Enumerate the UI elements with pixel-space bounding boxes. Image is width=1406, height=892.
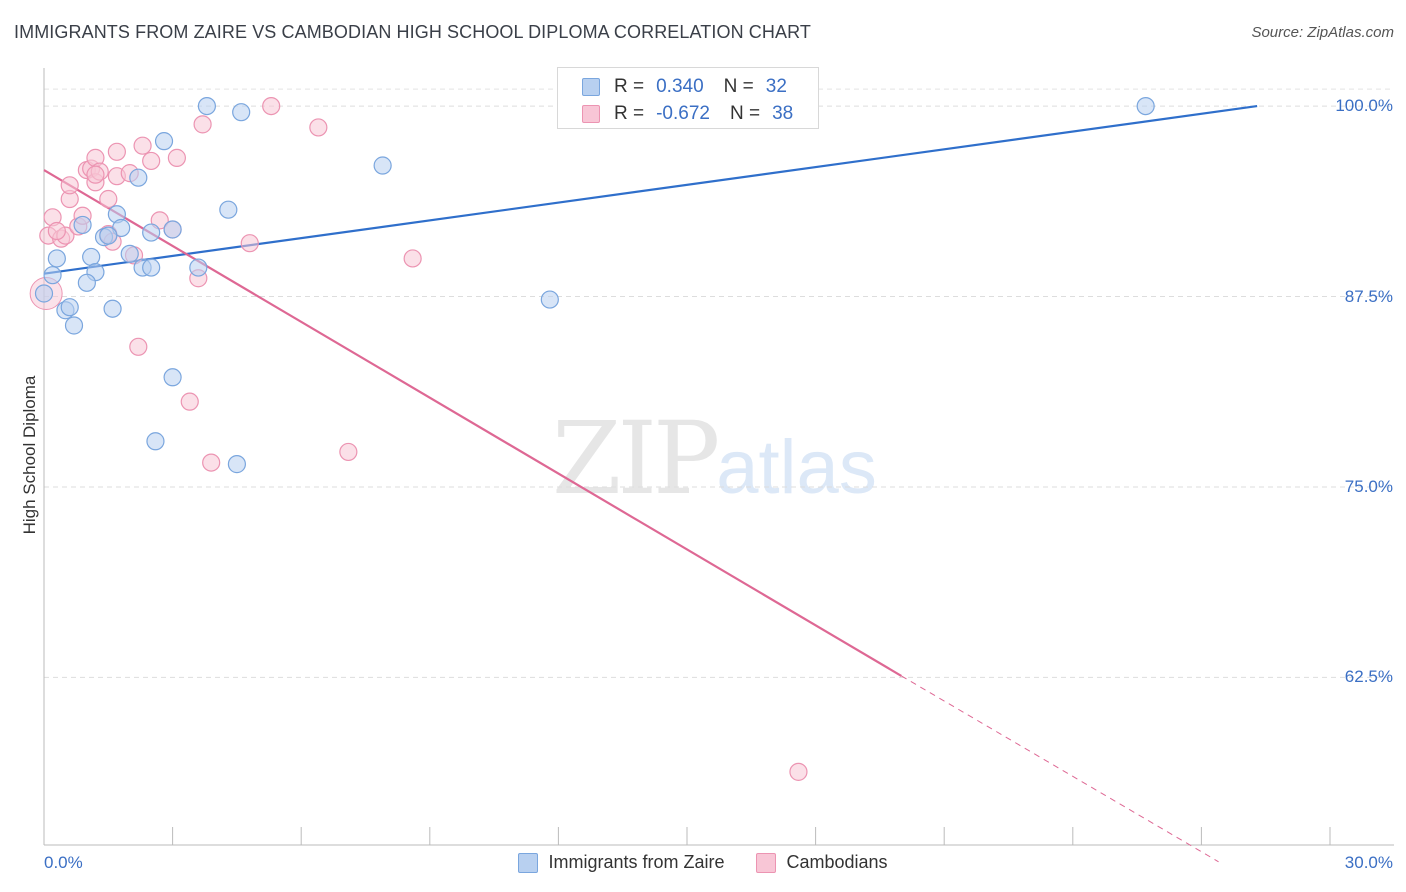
- trend-line-cambodians: [43, 169, 902, 677]
- y-tick-label: 62.5%: [1344, 667, 1393, 687]
- point-zaire: [163, 368, 182, 387]
- point-zaire: [373, 156, 392, 175]
- watermark: ZIPatlas: [552, 400, 877, 517]
- point-zaire: [146, 432, 165, 451]
- point-zaire: [197, 96, 216, 116]
- point-cambodians: [142, 151, 161, 171]
- r-label: R =: [614, 76, 645, 97]
- point-zaire: [142, 223, 161, 242]
- y-tick-label: 75.0%: [1344, 476, 1393, 496]
- point-cambodians: [133, 136, 152, 155]
- point-zaire: [64, 316, 84, 335]
- legend-row-cambodians: R = -0.672 N = 38: [582, 102, 793, 126]
- chart-title: IMMIGRANTS FROM ZAIRE VS CAMBODIAN HIGH …: [14, 22, 811, 42]
- watermark-zip: ZIP: [552, 400, 720, 517]
- r-value: 0.340: [656, 76, 704, 97]
- r-label: R =: [614, 103, 645, 124]
- point-zaire: [99, 226, 118, 245]
- point-zaire: [129, 168, 148, 187]
- grid-lines: [44, 88, 1394, 678]
- point-zaire: [120, 244, 139, 263]
- point-zaire: [82, 247, 101, 267]
- point-zaire: [219, 200, 238, 219]
- point-cambodians: [107, 142, 126, 161]
- point-zaire: [103, 299, 122, 318]
- n-value: 38: [772, 103, 794, 124]
- point-zaire: [60, 298, 79, 317]
- point-cambodians: [339, 442, 358, 462]
- trend-line-zaire: [43, 104, 1258, 275]
- point-zaire: [227, 455, 246, 474]
- point-zaire: [540, 290, 559, 309]
- legend-item-zaire[interactable]: Immigrants from Zaire: [518, 852, 724, 873]
- point-zaire: [142, 258, 161, 277]
- correlation-legend: R = 0.340 N = 32 R = -0.672 N = 38: [557, 67, 819, 129]
- axes: [43, 68, 1394, 846]
- point-zaire: [34, 284, 54, 303]
- x-tick-label-min: 0.0%: [44, 853, 83, 872]
- point-zaire: [189, 258, 208, 277]
- point-cambodians: [129, 337, 148, 356]
- point-zaire: [47, 249, 66, 268]
- legend-row-zaire: R = 0.340 N = 32: [582, 75, 787, 99]
- point-cambodians: [60, 176, 79, 195]
- point-cambodians: [789, 762, 808, 781]
- source-credit: Source: ZipAtlas.com: [1251, 24, 1394, 41]
- point-cambodians: [202, 453, 221, 472]
- point-cambodians: [99, 189, 118, 209]
- point-cambodians: [86, 165, 105, 184]
- point-cambodians: [262, 96, 281, 116]
- n-label: N =: [723, 76, 754, 97]
- legend-label: Immigrants from Zaire: [548, 852, 725, 872]
- point-cambodians: [167, 148, 186, 167]
- y-tick-label: 100.0%: [1335, 96, 1393, 116]
- trend-lines: [43, 104, 1258, 863]
- trend-line-cambodians-extrapolated: [901, 675, 1219, 863]
- point-cambodians: [47, 221, 66, 241]
- point-zaire: [1136, 96, 1155, 116]
- r-value: -0.672: [656, 103, 710, 124]
- point-zaire: [154, 132, 174, 151]
- zaire-swatch: [582, 78, 600, 96]
- point-cambodians: [180, 392, 199, 411]
- legend-label: Cambodians: [786, 852, 888, 872]
- cambodian-swatch: [756, 852, 777, 873]
- point-zaire: [163, 220, 182, 239]
- x-tick-label-max: 30.0%: [1344, 853, 1393, 872]
- y-axis-label: High School Diploma: [20, 375, 39, 535]
- point-zaire: [77, 273, 96, 292]
- n-value: 32: [765, 76, 787, 97]
- point-cambodians: [193, 115, 212, 134]
- point-zaire: [73, 215, 92, 235]
- watermark-atlas: atlas: [716, 425, 877, 510]
- cambodian-swatch: [582, 105, 600, 123]
- data-points: [29, 96, 1155, 781]
- legend-item-cambodians[interactable]: Cambodians: [756, 852, 888, 873]
- zaire-swatch: [518, 852, 539, 873]
- point-zaire: [43, 266, 62, 285]
- point-cambodians: [240, 234, 259, 253]
- point-cambodians: [309, 118, 328, 137]
- n-label: N =: [729, 103, 761, 124]
- series-legend: Immigrants from Zaire Cambodians: [0, 852, 1406, 873]
- point-zaire: [232, 103, 251, 122]
- point-cambodians: [403, 249, 422, 268]
- y-tick-label: 87.5%: [1344, 286, 1393, 306]
